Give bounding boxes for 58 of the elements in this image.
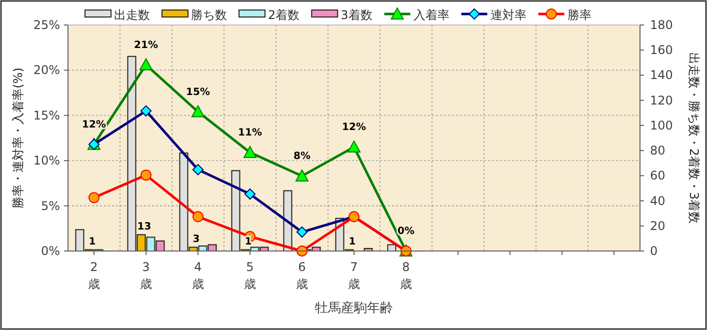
- point: [296, 246, 308, 256]
- data-label: 3: [192, 234, 200, 246]
- legend-label: 2着数: [268, 8, 300, 22]
- y-axis-title: 勝率・連対率・入着率(%): [11, 68, 25, 208]
- legend-label: 連対率: [490, 8, 526, 22]
- point: [348, 140, 360, 153]
- data-label: 0%: [398, 226, 414, 237]
- y2-tick-label: 40: [650, 194, 666, 208]
- point: [140, 58, 152, 70]
- point: [88, 192, 100, 204]
- y2-tick-label: 0: [650, 244, 658, 258]
- point: [140, 105, 152, 116]
- legend-label: 勝率: [567, 8, 592, 22]
- y-tick-label: 25%: [33, 18, 60, 32]
- x-tick-label: 7 歳: [348, 260, 360, 291]
- data-label: 8%: [294, 150, 310, 162]
- data-label: 15%: [186, 86, 210, 98]
- point: [296, 226, 308, 238]
- data-label: 1: [88, 236, 96, 248]
- point: [192, 164, 204, 176]
- y2-tick-label: 80: [650, 144, 666, 158]
- bar: [283, 190, 292, 252]
- legend-label: 勝ち数: [191, 8, 227, 22]
- x-tick-label: 2 歳: [88, 260, 100, 291]
- point: [140, 170, 152, 181]
- y2-tick-label: 120: [650, 93, 673, 108]
- y2-tick-label: 160: [650, 43, 673, 58]
- x-tick-label: 6 歳: [296, 260, 308, 291]
- x-tick-label: 5 歳: [244, 260, 256, 291]
- point: [244, 188, 256, 200]
- data-label: 12%: [342, 122, 366, 134]
- x-axis-title: 牡馬産駒年齢: [315, 300, 393, 316]
- x-tick-label: 3 歳: [140, 260, 152, 291]
- data-label: 12%: [82, 119, 106, 130]
- y-tick-label: 0%: [40, 244, 60, 258]
- x-tick-label: 8 歳: [400, 260, 412, 291]
- y2-tick-label: 180: [650, 18, 673, 32]
- y2-axis-title: 出走数・勝ち数・2着数・3着数: [687, 52, 701, 224]
- y2-tick-label: 100: [650, 118, 673, 132]
- legend-label: 入着率: [413, 8, 450, 22]
- y-tick-label: 20%: [33, 63, 60, 78]
- x-tick-label: 4 歳: [192, 260, 204, 291]
- data-label: 1: [348, 236, 356, 248]
- data-label: 13: [137, 222, 152, 233]
- y2-tick-label: 140: [650, 68, 673, 82]
- y-tick-label: 10%: [33, 154, 60, 168]
- data-label: 21%: [134, 40, 158, 51]
- point: [192, 105, 204, 118]
- legend-label: 3着数: [340, 8, 372, 22]
- legend-label: 出走数: [114, 8, 150, 22]
- y2-tick-label: 60: [650, 168, 666, 183]
- data-label: 11%: [238, 127, 262, 138]
- y2-tick-label: 20: [650, 218, 666, 233]
- point: [296, 169, 308, 182]
- y-tick-label: 15%: [33, 108, 60, 122]
- point: [192, 211, 204, 222]
- point: [244, 146, 256, 158]
- y-tick-label: 5%: [40, 198, 60, 213]
